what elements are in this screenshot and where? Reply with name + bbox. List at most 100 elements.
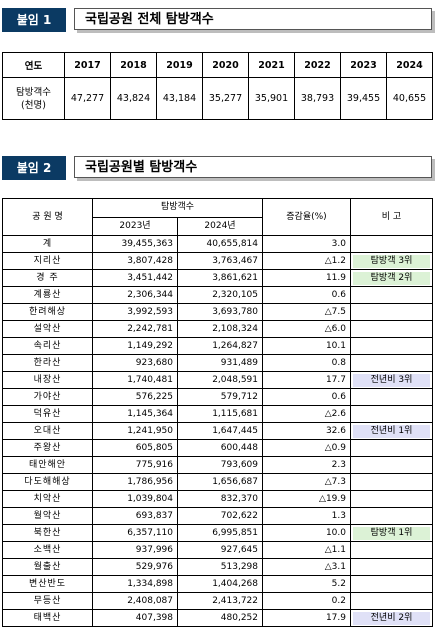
visitors-2023-cell: 1,786,956 — [92, 473, 178, 491]
section-2-title: 국립공원별 탐방객수 — [74, 156, 432, 178]
change-rate-cell: 0.6 — [262, 388, 351, 406]
value-cell: 43,824 — [110, 77, 157, 120]
note-cell — [350, 303, 433, 321]
change-rate-cell: 1.3 — [262, 507, 351, 525]
table-row: 속리산 1,149,292 1,264,827 10.1 — [2, 337, 433, 355]
rank-badge: 전년비 2위 — [353, 611, 430, 625]
change-rate-cell: △6.0 — [262, 320, 351, 338]
rank-badge: 전년비 3위 — [353, 373, 430, 387]
table-row: 가야산 576,225 579,712 0.6 — [2, 388, 433, 406]
change-rate-cell: 32.6 — [262, 422, 351, 440]
value-cell: 35,901 — [248, 77, 295, 120]
visitors-2024-cell: 702,622 — [177, 507, 263, 525]
table-row: 설악산 2,242,781 2,108,324 △6.0 — [2, 320, 433, 338]
table-row: 월출산 529,976 513,298 △3.1 — [2, 558, 433, 576]
note-cell — [350, 320, 433, 338]
change-rate-cell: 17.9 — [262, 609, 351, 627]
table-row: 계 39,455,363 40,655,814 3.0 — [2, 235, 433, 253]
change-rate-cell: △19.9 — [262, 490, 351, 508]
note-cell: 탐방객 1위 — [350, 524, 433, 542]
visitors-2024-cell: 579,712 — [177, 388, 263, 406]
visitors-2023-cell: 529,976 — [92, 558, 178, 576]
park-name-cell: 오대산 — [2, 422, 93, 440]
park-name-cell: 주왕산 — [2, 439, 93, 457]
table-row: 지리산 3,807,428 3,763,467 △1.2 탐방객 3위 — [2, 252, 433, 270]
visitors-2024-cell: 793,609 — [177, 456, 263, 474]
year-cell: 2022 — [294, 52, 341, 78]
change-rate-cell: △1.2 — [262, 252, 351, 270]
visitors-2023-cell: 923,680 — [92, 354, 178, 372]
park-name-cell: 계룡산 — [2, 286, 93, 304]
visitors-2024-cell: 2,108,324 — [177, 320, 263, 338]
visitors-2024-cell: 40,655,814 — [177, 235, 263, 253]
table-row: 내장산 1,740,481 2,048,591 17.7 전년비 3위 — [2, 371, 433, 389]
value-cell: 39,455 — [340, 77, 387, 120]
visitors-2024-cell: 927,645 — [177, 541, 263, 559]
table-row: 월악산 693,837 702,622 1.3 — [2, 507, 433, 525]
visitors-2023-cell: 605,805 — [92, 439, 178, 457]
park-name-cell: 가야산 — [2, 388, 93, 406]
rank-badge: 전년비 1위 — [353, 424, 430, 438]
park-name-cell: 태안해안 — [2, 456, 93, 474]
park-name-cell: 덕유산 — [2, 405, 93, 423]
visitors-2023-cell: 2,242,781 — [92, 320, 178, 338]
table-row: 한려해상 3,992,593 3,693,780 △7.5 — [2, 303, 433, 321]
visitors-2023-cell: 3,992,593 — [92, 303, 178, 321]
visitors-2024-cell: 2,413,722 — [177, 592, 263, 610]
park-name-cell: 태백산 — [2, 609, 93, 627]
visitors-2023-cell: 937,996 — [92, 541, 178, 559]
park-name-cell: 한려해상 — [2, 303, 93, 321]
table-row: 태백산 407,398 480,252 17.9 전년비 2위 — [2, 609, 433, 627]
park-name-cell: 속리산 — [2, 337, 93, 355]
note-cell — [350, 541, 433, 559]
row-label-line1: 탐방객수 — [16, 86, 51, 98]
year-cell: 2021 — [248, 52, 295, 78]
park-visitors-table: 공 원 명 탐방객수 증감율(%) 비 고 2023년 2024년 계 39,45… — [2, 198, 433, 627]
visitors-2023-cell: 1,145,364 — [92, 405, 178, 423]
park-name-cell: 치악산 — [2, 490, 93, 508]
visitors-2024-cell: 3,861,621 — [177, 269, 263, 287]
year-cell: 2020 — [202, 52, 249, 78]
change-rate-cell: 0.8 — [262, 354, 351, 372]
note-cell — [350, 235, 433, 253]
visitors-2024-cell: 1,656,687 — [177, 473, 263, 491]
visitors-2024-cell: 513,298 — [177, 558, 263, 576]
visitors-2024-cell: 600,448 — [177, 439, 263, 457]
table1-data-row: 탐방객수 (천명) 47,277 43,824 43,184 35,277 35… — [2, 77, 433, 120]
value-cell: 40,655 — [386, 77, 433, 120]
change-rate-cell: 3.0 — [262, 235, 351, 253]
park-name-cell: 무등산 — [2, 592, 93, 610]
note-cell — [350, 592, 433, 610]
rank-badge: 탐방객 2위 — [353, 271, 430, 285]
col-note-header: 비 고 — [350, 198, 433, 236]
visitors-2024-cell: 2,048,591 — [177, 371, 263, 389]
year-cell: 2024 — [386, 52, 433, 78]
visitors-2024-cell: 1,647,445 — [177, 422, 263, 440]
table-row: 다도해해상 1,786,956 1,656,687 △7.3 — [2, 473, 433, 491]
col-rate-header: 증감율(%) — [262, 198, 351, 236]
table-row: 치악산 1,039,804 832,370 △19.9 — [2, 490, 433, 508]
note-cell: 전년비 2위 — [350, 609, 433, 627]
change-rate-cell: △0.9 — [262, 439, 351, 457]
note-cell — [350, 439, 433, 457]
note-cell — [350, 286, 433, 304]
visitors-2024-cell: 6,995,851 — [177, 524, 263, 542]
note-cell — [350, 490, 433, 508]
note-cell — [350, 354, 433, 372]
note-cell — [350, 575, 433, 593]
note-cell — [350, 405, 433, 423]
park-name-cell: 소백산 — [2, 541, 93, 559]
change-rate-cell: △2.6 — [262, 405, 351, 423]
park-name-cell: 계 — [2, 235, 93, 253]
park-name-cell: 내장산 — [2, 371, 93, 389]
visitors-2024-cell: 1,115,681 — [177, 405, 263, 423]
year-cell: 2017 — [64, 52, 111, 78]
table-row: 오대산 1,241,950 1,647,445 32.6 전년비 1위 — [2, 422, 433, 440]
note-cell — [350, 507, 433, 525]
visitors-2024-cell: 3,763,467 — [177, 252, 263, 270]
rank-badge: 탐방객 1위 — [353, 526, 430, 540]
visitors-2024-cell: 931,489 — [177, 354, 263, 372]
table1-row-label: 탐방객수 (천명) — [2, 77, 65, 120]
note-cell — [350, 388, 433, 406]
year-cell: 2019 — [156, 52, 203, 78]
